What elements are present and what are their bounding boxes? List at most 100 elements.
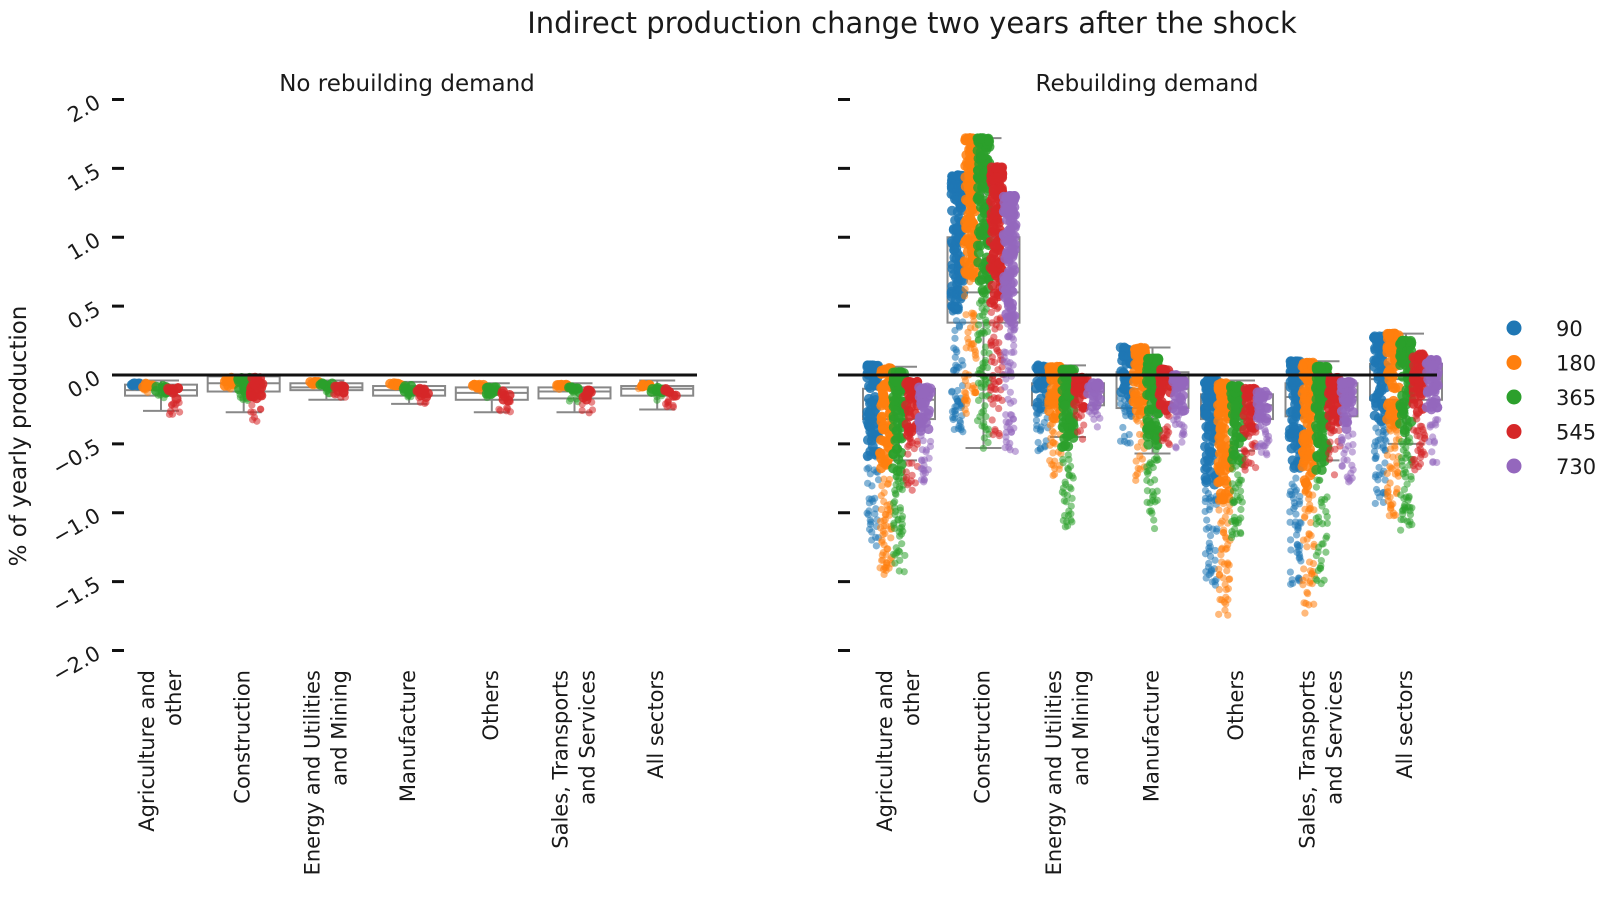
strip-point bbox=[1217, 551, 1225, 559]
strip-point bbox=[1213, 527, 1221, 535]
strip-point bbox=[1286, 536, 1295, 544]
strip-point bbox=[1120, 432, 1129, 441]
strip-point bbox=[1397, 437, 1406, 446]
strip-point bbox=[1413, 410, 1421, 418]
strip-point bbox=[1004, 395, 1012, 403]
strip-point bbox=[1002, 348, 1010, 357]
strip-point bbox=[1387, 464, 1395, 472]
strip-point bbox=[1215, 610, 1223, 618]
strip-point bbox=[1262, 403, 1273, 414]
strip-point bbox=[962, 409, 970, 418]
strip-point bbox=[1223, 544, 1231, 553]
strip-point bbox=[1000, 358, 1008, 366]
strip-point bbox=[955, 322, 963, 330]
strip-point bbox=[1172, 443, 1180, 451]
strip-point bbox=[1080, 421, 1088, 429]
strip-point bbox=[1067, 516, 1075, 524]
strip-point bbox=[1338, 462, 1346, 470]
strip-point bbox=[1291, 407, 1302, 418]
strip-point bbox=[950, 366, 958, 374]
strip-point bbox=[1200, 409, 1211, 420]
strip-point bbox=[1303, 588, 1311, 597]
strip-point bbox=[1308, 569, 1316, 578]
strip-point bbox=[1316, 428, 1327, 439]
strip-point bbox=[946, 183, 957, 194]
strip-point bbox=[1049, 439, 1058, 447]
strip-point bbox=[1406, 337, 1417, 348]
strip-point bbox=[1221, 580, 1229, 589]
strip-point bbox=[971, 348, 980, 356]
strip-point bbox=[878, 482, 886, 490]
strip-point bbox=[588, 398, 596, 406]
strip-point bbox=[1428, 421, 1436, 429]
strip-point bbox=[990, 225, 1001, 236]
strip-point bbox=[1409, 455, 1417, 464]
strip-point bbox=[902, 468, 910, 476]
strip-point bbox=[1137, 438, 1145, 446]
strip-point bbox=[1136, 452, 1144, 460]
y-tick-label: −1.5 bbox=[48, 572, 104, 618]
strip-point bbox=[1311, 464, 1322, 475]
strip-point bbox=[1179, 428, 1188, 436]
strip-point bbox=[963, 396, 972, 405]
strip-point bbox=[888, 448, 899, 459]
strip-point bbox=[987, 280, 998, 291]
strip-point bbox=[990, 162, 1001, 173]
strip-point bbox=[1059, 516, 1067, 525]
y-tick-label: 0.0 bbox=[64, 365, 105, 402]
strip-point bbox=[556, 379, 567, 390]
strip-point bbox=[1289, 376, 1300, 387]
strip-point bbox=[1402, 449, 1411, 457]
strip-point bbox=[1049, 471, 1057, 480]
strip-point bbox=[1077, 411, 1086, 420]
strip-point bbox=[1218, 517, 1226, 525]
strip-point bbox=[1002, 375, 1010, 383]
strip-point bbox=[333, 390, 341, 399]
strip-point bbox=[1381, 459, 1389, 467]
strip-point bbox=[1037, 425, 1045, 434]
strip-point bbox=[1207, 569, 1215, 577]
strip-point bbox=[978, 261, 989, 272]
strip-point bbox=[895, 567, 903, 575]
strip-point bbox=[1397, 516, 1405, 524]
strip-point bbox=[1223, 567, 1231, 575]
strip-point bbox=[920, 417, 931, 428]
strip-point bbox=[1063, 491, 1071, 499]
strip-point bbox=[1330, 471, 1339, 479]
strip-point bbox=[908, 471, 916, 479]
strip-point bbox=[1296, 492, 1304, 501]
strip-point bbox=[1429, 458, 1437, 467]
strip-point bbox=[896, 556, 904, 565]
strip-point bbox=[981, 402, 989, 410]
strip-point bbox=[1078, 435, 1087, 443]
strip-point bbox=[665, 396, 673, 404]
strip-point bbox=[1343, 456, 1351, 464]
strip-point bbox=[1395, 418, 1406, 429]
strip-point bbox=[959, 361, 967, 369]
strip-point bbox=[1067, 502, 1075, 510]
strip-point bbox=[1096, 414, 1104, 422]
strip-point bbox=[1203, 516, 1211, 524]
strip-point bbox=[1216, 402, 1227, 413]
strip-point bbox=[1312, 551, 1320, 560]
strip-point bbox=[1177, 379, 1188, 390]
strip-point bbox=[567, 394, 575, 403]
strip-point bbox=[588, 406, 597, 414]
strip-point bbox=[866, 470, 874, 478]
strip-point bbox=[973, 227, 984, 238]
strip-point bbox=[1070, 399, 1081, 410]
strip-point bbox=[1288, 480, 1296, 488]
strip-point bbox=[1413, 398, 1424, 409]
strip-point bbox=[865, 398, 876, 409]
strip-point bbox=[1010, 348, 1018, 356]
strip-point bbox=[1007, 251, 1018, 262]
strip-point bbox=[175, 408, 184, 416]
strip-point bbox=[485, 389, 496, 400]
strip-point bbox=[1007, 197, 1018, 208]
strip-point bbox=[961, 150, 972, 161]
legend-label: 180 bbox=[1556, 352, 1596, 376]
strip-point bbox=[879, 527, 887, 535]
strip-point bbox=[901, 400, 912, 411]
strip-point bbox=[988, 374, 997, 383]
strip-point bbox=[1205, 455, 1216, 466]
